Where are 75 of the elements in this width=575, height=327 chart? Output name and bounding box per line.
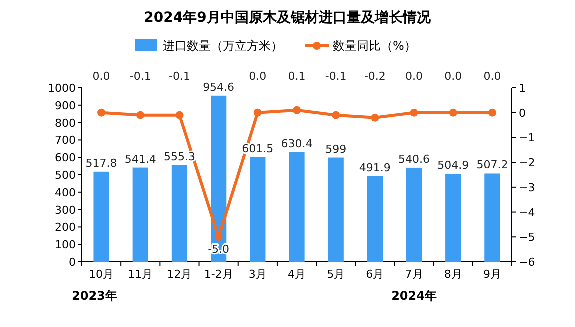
x-tick-label: 6月 [366,268,384,281]
data-label: 0.0 [484,70,502,83]
data-label: 0.0 [249,70,267,83]
x-tick-label: 11月 [128,268,154,281]
text: 2024年 [392,289,437,303]
point [254,108,262,117]
bar [132,168,148,262]
x-tick-label: 8月 [444,268,462,281]
point [98,108,106,117]
bar [289,152,305,262]
point [410,108,418,117]
bar [446,174,462,262]
y2-tick-label: 0 [519,106,526,120]
data-label: -0.1 [168,70,190,83]
y2-tick-label: 1 [519,82,526,95]
y-tick-label: 1000 [48,82,76,95]
point [136,111,145,120]
data-label: 954.6 [203,80,235,94]
x-tick-label: 1-2月 [204,268,234,281]
x-tick-label: 12月 [167,268,192,281]
point [449,108,458,117]
data-label: 0.0 [92,70,110,83]
x-tick-label: 7月 [405,268,424,281]
legend-label: 数量同比（%） [333,39,416,53]
data-label: 0.0 [406,70,424,83]
bar [94,172,110,262]
point [293,106,301,114]
x-tick-label: 4月 [288,268,306,281]
bar [484,174,500,262]
y-tick-label: 800 [55,116,76,130]
y2-tick-label: −3 [519,181,536,194]
data-label: -0.2 [364,70,386,83]
data-label: 507.2 [476,158,508,172]
y2-tick-label: −2 [519,156,536,170]
point [176,111,184,120]
bar [367,176,383,262]
y2-tick-label: −4 [519,206,536,220]
y-tick-label: 500 [55,169,76,182]
bar [406,168,422,262]
data-label: 517.8 [86,156,118,170]
data-label: 599 [326,142,347,156]
data-label: 491.9 [359,161,391,174]
legend-label: 进口数量（万立方米） [163,39,283,53]
point [488,108,496,117]
y-tick-label: 700 [55,134,76,148]
bar [328,158,344,262]
y2-tick-label: −5 [519,231,536,244]
point [332,111,340,120]
y-tick-label: 100 [55,238,76,252]
data-label: -0.1 [325,70,347,83]
data-label: 0.1 [288,70,306,83]
point [214,233,223,242]
x-tick-label: 10月 [89,268,114,281]
data-label: -0.1 [130,70,152,83]
y-tick-label: 0 [69,256,76,269]
data-label: 630.4 [281,137,313,150]
chart-title: 2024年9月中国原木及锯材进口量及增长情况 [144,10,432,26]
y-tick-label: 400 [55,186,76,200]
point [371,114,380,122]
y-tick-label: 900 [55,99,76,112]
bar [250,157,266,262]
data-label: 0.0 [444,70,462,83]
y2-tick-label: −1 [519,132,536,145]
y-tick-label: 300 [55,204,76,217]
text: 2023年 [72,289,118,303]
y-tick-label: 200 [55,221,76,234]
data-label: 504.9 [438,159,470,172]
bar [172,165,188,262]
y-tick-label: 600 [55,152,76,165]
data-label: 541.4 [124,152,156,166]
y2-tick-label: −6 [519,256,536,269]
x-tick-label: 3月 [248,268,267,281]
data-label: 540.6 [398,152,430,166]
x-tick-label: 9月 [483,268,502,281]
x-tick-label: 5月 [327,268,346,281]
